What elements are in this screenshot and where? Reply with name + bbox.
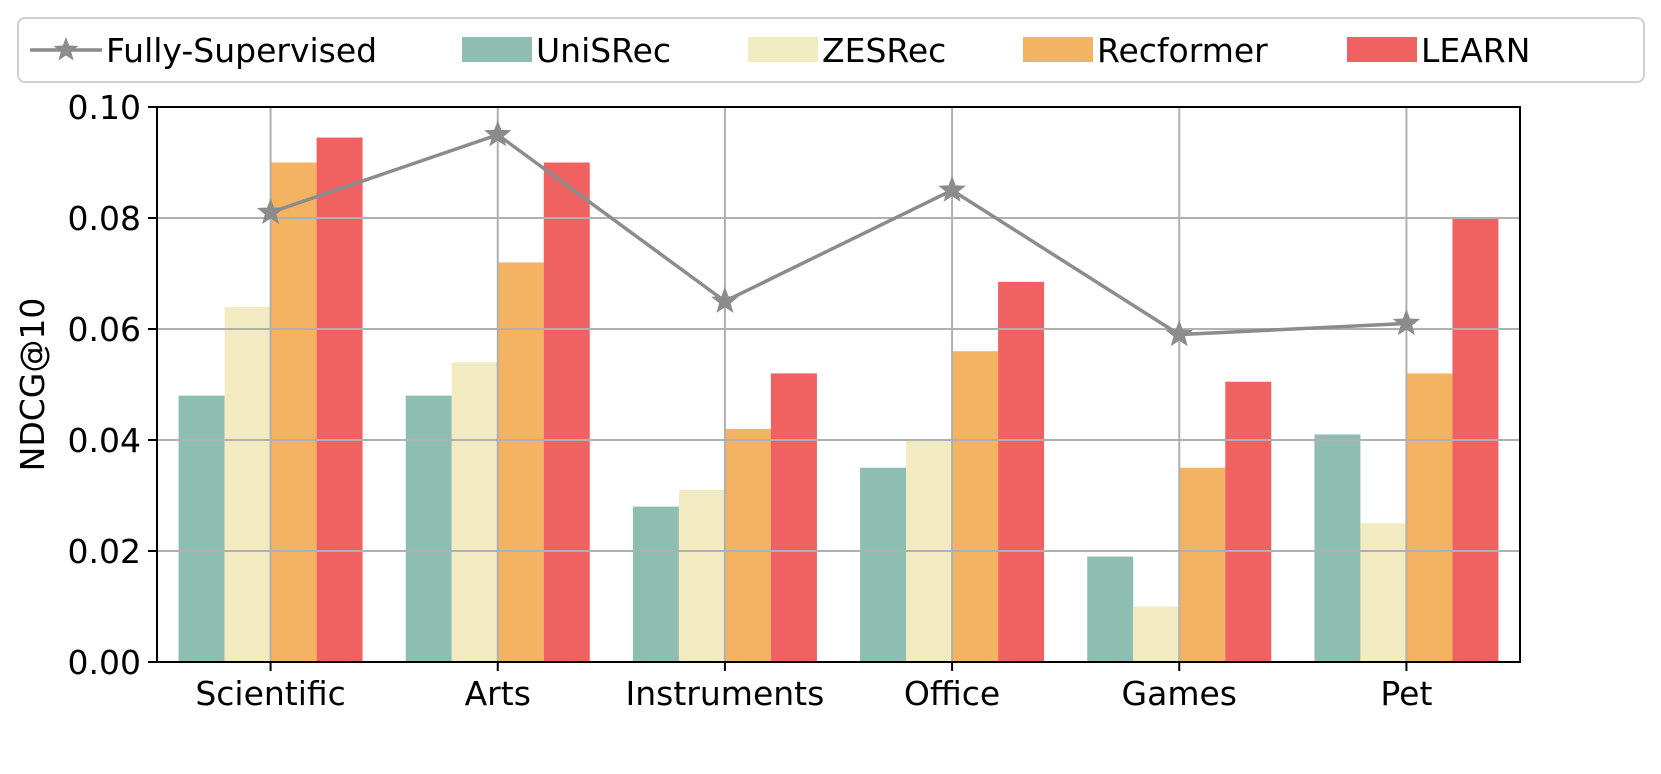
bar bbox=[451, 362, 498, 662]
series-line-fully-supervised bbox=[270, 132, 1407, 337]
legend-swatch bbox=[748, 37, 818, 62]
star-marker bbox=[711, 286, 739, 313]
x-tick-label: Instruments bbox=[626, 674, 825, 713]
bar bbox=[724, 428, 771, 662]
legend: Fully-Supervised UniSRec ZESRec Recformer LE… bbox=[17, 17, 1645, 83]
legend-label: UniSRec bbox=[536, 31, 671, 70]
star-marker bbox=[938, 175, 966, 202]
bar bbox=[1133, 606, 1180, 662]
star-marker bbox=[484, 120, 512, 147]
y-tick-label: 0.10 bbox=[68, 88, 141, 127]
legend-swatch bbox=[1023, 37, 1093, 62]
x-tick-label: Office bbox=[904, 674, 1000, 713]
bar bbox=[270, 162, 317, 662]
x-tick-label: Pet bbox=[1380, 674, 1432, 713]
x-tick-label: Arts bbox=[465, 674, 531, 713]
y-tick-label: 0.08 bbox=[68, 199, 141, 238]
bar bbox=[1406, 373, 1453, 662]
bar bbox=[678, 489, 725, 662]
bar bbox=[1087, 556, 1134, 662]
x-tick-label: Scientific bbox=[195, 674, 346, 713]
legend-label: ZESRec bbox=[822, 31, 946, 70]
legend-swatch bbox=[1347, 37, 1417, 62]
legend-label: LEARN bbox=[1421, 31, 1530, 70]
plot-frame bbox=[156, 106, 1521, 663]
y-tick-label: 0.04 bbox=[68, 421, 141, 460]
bar bbox=[543, 162, 590, 662]
y-tick-label: 0.02 bbox=[68, 532, 141, 571]
bar bbox=[1360, 523, 1407, 662]
x-tick-label: Games bbox=[1122, 674, 1237, 713]
bar bbox=[632, 506, 679, 662]
bar bbox=[1179, 467, 1226, 662]
bar bbox=[1225, 381, 1272, 662]
legend-label-fully-supervised: Fully-Supervised bbox=[106, 31, 377, 70]
y-axis-title: NDCG@10 bbox=[13, 298, 52, 472]
bar bbox=[316, 137, 363, 662]
y-tick-label: 0.06 bbox=[68, 310, 141, 349]
legend-frame bbox=[17, 17, 1645, 83]
bar bbox=[860, 467, 907, 662]
bar bbox=[952, 351, 999, 662]
bar bbox=[770, 373, 817, 662]
legend-swatch bbox=[462, 37, 532, 62]
bar bbox=[497, 262, 544, 662]
bar bbox=[405, 395, 452, 662]
star-marker bbox=[1165, 320, 1193, 347]
plot-area: 0.00 0.02 0.04 0.06 0.08 0.10 Scientific Arts In… bbox=[68, 88, 1521, 713]
star-marker bbox=[1392, 309, 1421, 336]
bar bbox=[178, 395, 225, 662]
star-marker bbox=[256, 198, 285, 225]
bar bbox=[224, 306, 271, 662]
legend-label: Recformer bbox=[1097, 31, 1268, 70]
legend-star-icon bbox=[53, 37, 79, 61]
bar bbox=[998, 281, 1045, 662]
bar bbox=[1314, 434, 1361, 662]
y-tick-label: 0.00 bbox=[68, 643, 141, 682]
